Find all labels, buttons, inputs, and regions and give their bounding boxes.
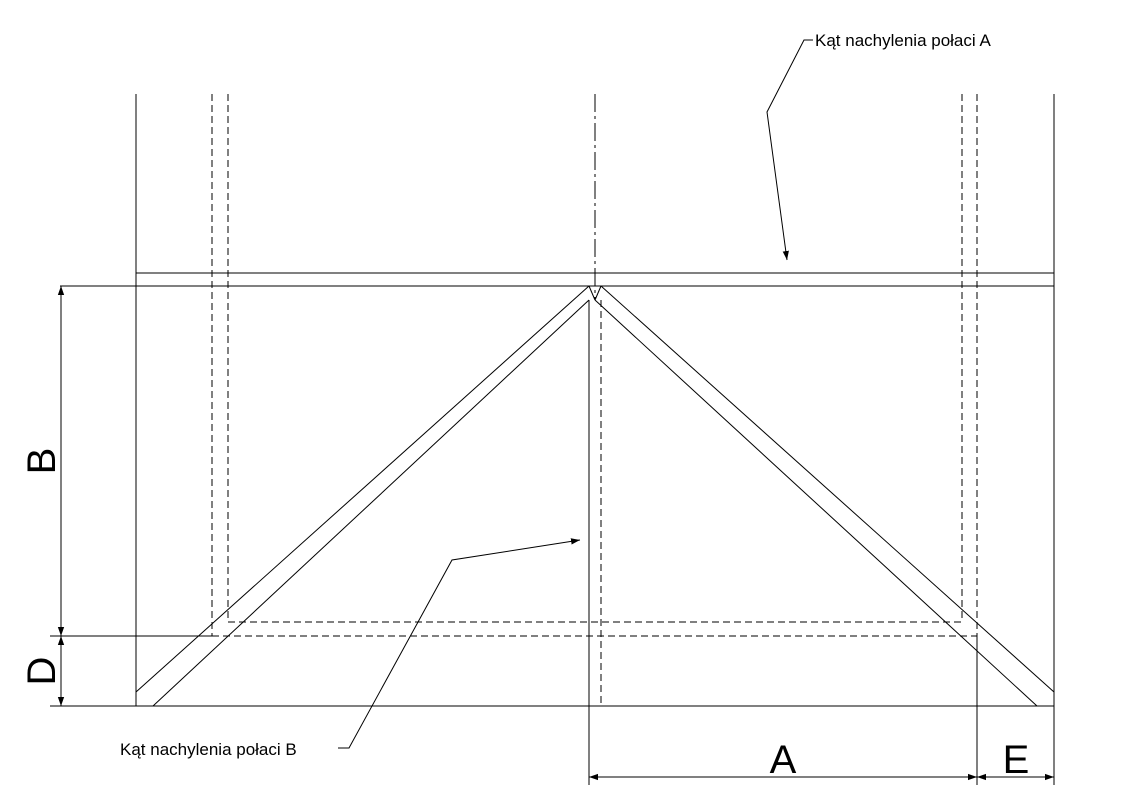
hidden-wall-lines: [211, 94, 978, 706]
left-rafter: [135, 285, 590, 707]
dimension-label-b: B: [20, 448, 64, 475]
dimension-label-d: D: [20, 657, 64, 686]
callout-roof-slope-b: Kąt nachylenia połaci B: [120, 740, 297, 759]
dimension-label-a: A: [770, 738, 797, 782]
leader-slope-a: [766, 39, 813, 261]
dimension-label-e: E: [1003, 738, 1030, 782]
right-rafter: [588, 285, 1055, 707]
leader-slope-b: [338, 538, 581, 749]
callout-roof-slope-a: Kąt nachylenia połaci A: [815, 31, 991, 50]
